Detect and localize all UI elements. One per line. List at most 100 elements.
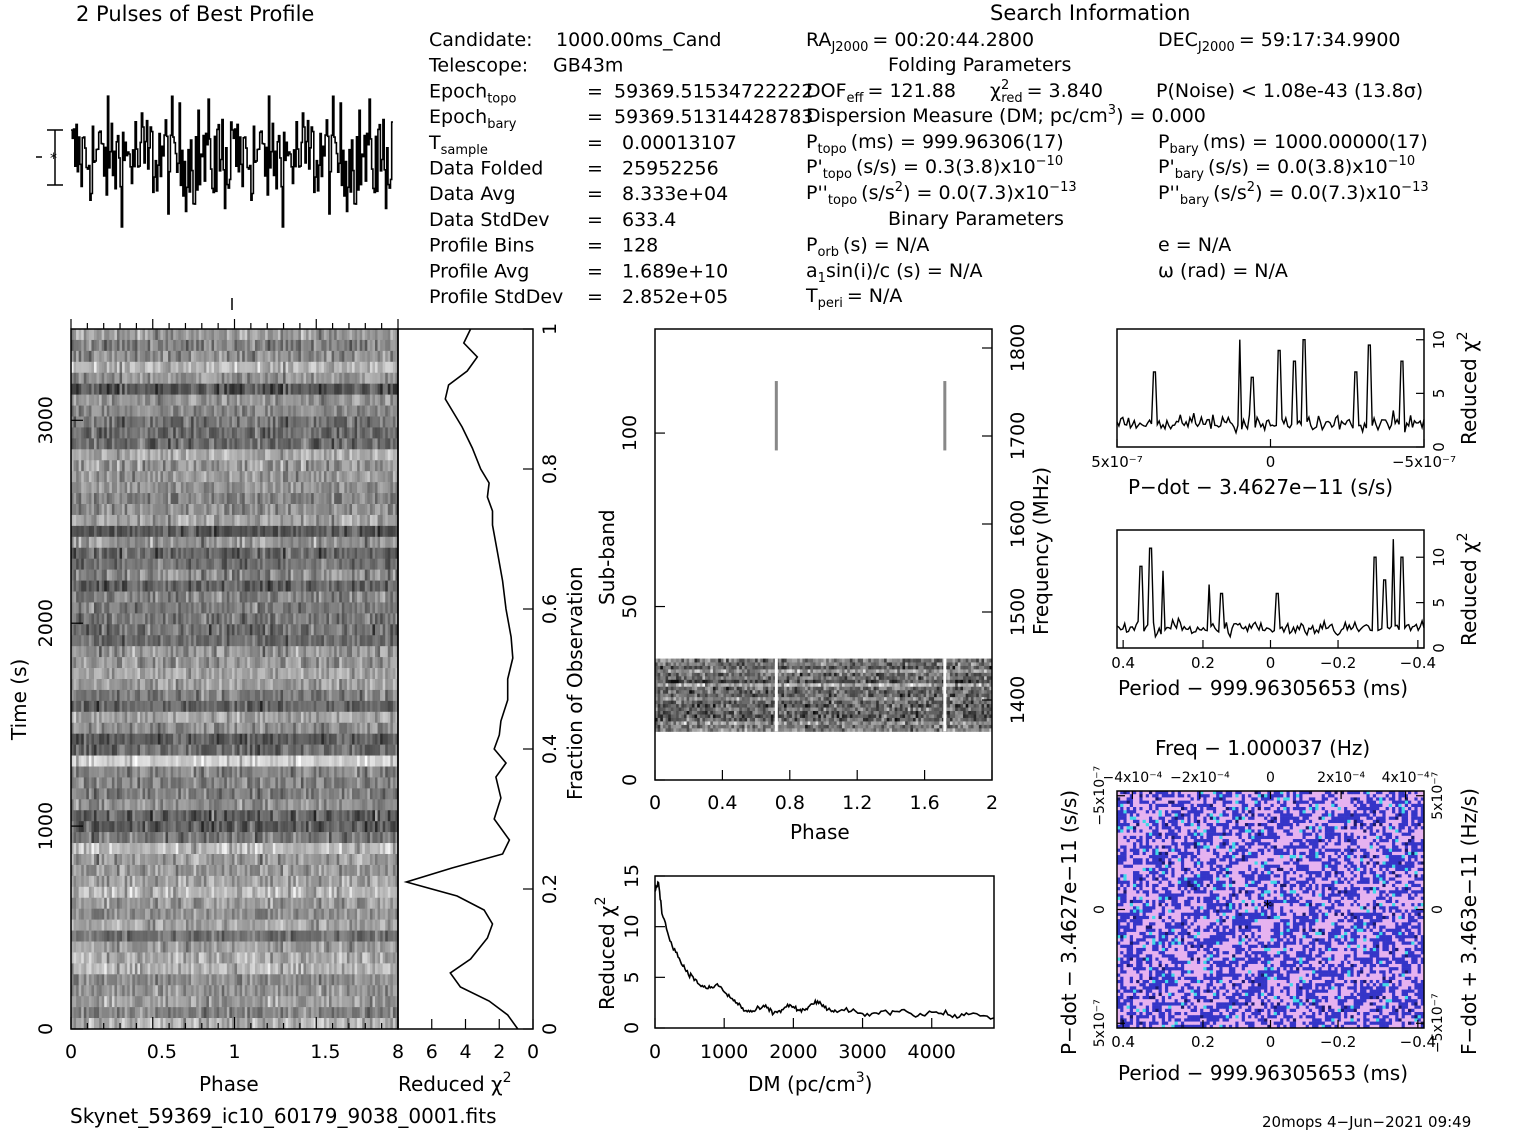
info-label: Profile Avg — [429, 260, 529, 282]
p-pdot-ytick: 5x10⁻⁷ — [1092, 999, 1108, 1047]
reduced-chi2-xlabel: Reduced χ2 — [398, 1070, 512, 1096]
frequency-tick: 1800 — [1007, 324, 1029, 372]
e-label: e = N/A — [1158, 234, 1231, 256]
time-phase-ytick: 0 — [35, 1023, 57, 1035]
info-value: GB43m — [553, 55, 623, 77]
info-equals: = — [587, 260, 603, 282]
dm-xtick: 2000 — [769, 1041, 817, 1063]
dm-ylabel: Reduced χ2 — [593, 896, 619, 1010]
time-phase-heatmap — [71, 329, 399, 1030]
dec-label: DECJ2000 = 59:17:34.9900 — [1158, 29, 1401, 55]
dm-curve-line — [654, 880, 995, 1020]
subband-xtick: 0.4 — [707, 792, 737, 814]
info-label: Epochbary — [429, 106, 517, 132]
info-value: 1000.00ms_Cand — [556, 29, 722, 51]
time-phase-xtick: 0.5 — [147, 1041, 177, 1063]
p-pdot-xtick: 0.4 — [1111, 1033, 1135, 1051]
folding-title: Folding Parameters — [888, 54, 1071, 76]
reduced-chi2-xtick: 4 — [459, 1041, 471, 1063]
info-equals: = — [587, 235, 603, 257]
info-equals: = — [587, 132, 603, 154]
footer-stamp: 20mops 4−Jun−2021 09:49 — [1262, 1113, 1471, 1131]
pdot-xlabel: P−dot − 3.4627e−11 (s/s) — [1128, 475, 1393, 499]
p-pdot-top-tick: −2x10⁻⁴ — [1170, 770, 1230, 786]
info-label: Data StdDev — [429, 209, 550, 231]
subband-xtick: 0.8 — [775, 792, 805, 814]
time-phase-xtick: 1.5 — [310, 1041, 340, 1063]
a1-label: a1sin(i)/c (s) = N/A — [806, 260, 982, 286]
frequency-tick: 1600 — [1007, 500, 1029, 548]
time-phase-ytick: 2000 — [35, 599, 57, 647]
dm-ytick: 15 — [621, 864, 643, 888]
binary-title: Binary Parameters — [888, 208, 1064, 230]
info-value: 0.00013107 — [622, 132, 737, 154]
info-row: Profile Avg = 1.689e+10 — [429, 260, 728, 282]
p-pdot-ytick: 0 — [1092, 905, 1108, 914]
dof-label: DOFeff = 121.88 — [806, 80, 956, 106]
subband-heatmap — [655, 381, 993, 732]
subband-white-streak — [943, 658, 947, 732]
dm-xlabel: DM (pc/cm3) — [748, 1070, 872, 1096]
pdot-xtick: 5x10⁻⁷ — [1091, 453, 1142, 471]
subband-grey-streak — [774, 381, 778, 451]
subband-grey-streak — [943, 381, 947, 451]
info-equals: = — [587, 286, 603, 308]
omega-label: ω (rad) = N/A — [1158, 260, 1288, 282]
subband-xtick: 1.6 — [909, 792, 939, 814]
reduced-chi2-xtick: 0 — [527, 1041, 539, 1063]
p-pdot-right-tick: 5x10⁻⁷ — [1430, 772, 1446, 820]
p-pdot-top-tick: 0 — [1266, 770, 1275, 786]
time-phase-ytick: 1000 — [35, 802, 57, 850]
info-label: Epochtopo — [429, 80, 516, 106]
time-phase-panel: 0 0.5 1 1.5 0 1000 2000 3000 Phase Time (s) — [7, 319, 399, 1096]
info-label: Candidate: — [429, 29, 533, 51]
info-equals: = — [587, 80, 603, 102]
subband-panel: 0 0.4 0.8 1.2 1.6 2 0 50 100 1400 1500 1600 1700 1800… — [595, 324, 1053, 844]
subband-ytick: 100 — [619, 415, 641, 451]
frequency-tick: 1400 — [1007, 676, 1029, 724]
period-xtick: −0.2 — [1320, 654, 1356, 672]
info-equals: = — [587, 106, 603, 128]
p-pdot-right-tick: −5x10⁻⁷ — [1430, 993, 1446, 1053]
info-row: Profile Bins = 128 — [429, 235, 658, 257]
subband-white-streak — [774, 658, 778, 732]
pdot-ytick: 10 — [1430, 330, 1448, 349]
info-row: Epochbary = 59369.51314428783 — [429, 106, 813, 132]
time-phase-xlabel: Phase — [199, 1072, 259, 1096]
subband-xlabel: Phase — [790, 820, 850, 844]
p-pdot-top-tick: −4x10⁻⁴ — [1102, 770, 1162, 786]
reduced-chi2-xtick: 2 — [493, 1041, 505, 1063]
pdot-xtick: 0 — [1266, 453, 1276, 471]
info-row: Data StdDev = 633.4 — [429, 209, 676, 231]
p-pdot-panel: * 0.4 0.2 0 −0.2 −0.4−4x10⁻⁴ −2x10⁻⁴ 0 2x10⁻⁴ 4x… — [1057, 736, 1481, 1085]
frequency-tick: 1500 — [1007, 588, 1029, 636]
dm-ytick: 0 — [621, 1022, 643, 1034]
pnoise-label: P(Noise) < 1.08e-43 (13.8σ) — [1156, 80, 1423, 102]
profile-error-bar: * — [36, 129, 63, 186]
info-row: Data Folded = 25952256 — [429, 158, 719, 180]
tperi-label: Tperi = N/A — [805, 285, 902, 311]
pdtopo-label: P'topo (s/s) = 0.3(3.8)x10−10 — [806, 154, 1063, 182]
subband-ylabel: Sub-band — [595, 509, 619, 605]
info-label: Data Folded — [429, 158, 543, 180]
period-ytick: 5 — [1430, 598, 1448, 608]
footer-filename: Skynet_59369_ic10_60179_9038_0001.fits — [70, 1104, 496, 1128]
dm-xtick: 0 — [649, 1041, 661, 1063]
p-pdot-ytick: −5x10⁻⁷ — [1092, 766, 1108, 826]
porb-label: Porb (s) = N/A — [806, 234, 929, 260]
period-xtick: −0.4 — [1400, 654, 1436, 672]
period-ytick: 0 — [1430, 643, 1448, 653]
period-xtick: 0.2 — [1191, 654, 1215, 672]
info-value: 8.333e+04 — [622, 183, 728, 205]
info-value: 633.4 — [622, 209, 676, 231]
info-equals: = — [587, 158, 603, 180]
p-pdot-xtick: −0.2 — [1320, 1033, 1356, 1051]
info-label: Profile Bins — [429, 235, 534, 257]
p-pdot-top-tick: 4x10⁻⁴ — [1382, 770, 1430, 786]
info-row: Telescope: GB43m — [428, 55, 623, 77]
info-value: 2.852e+05 — [622, 286, 728, 308]
dm-xtick: 3000 — [838, 1041, 886, 1063]
period-chi2-line — [1116, 539, 1425, 639]
period-xlabel: Period − 999.96305653 (ms) — [1118, 676, 1408, 700]
